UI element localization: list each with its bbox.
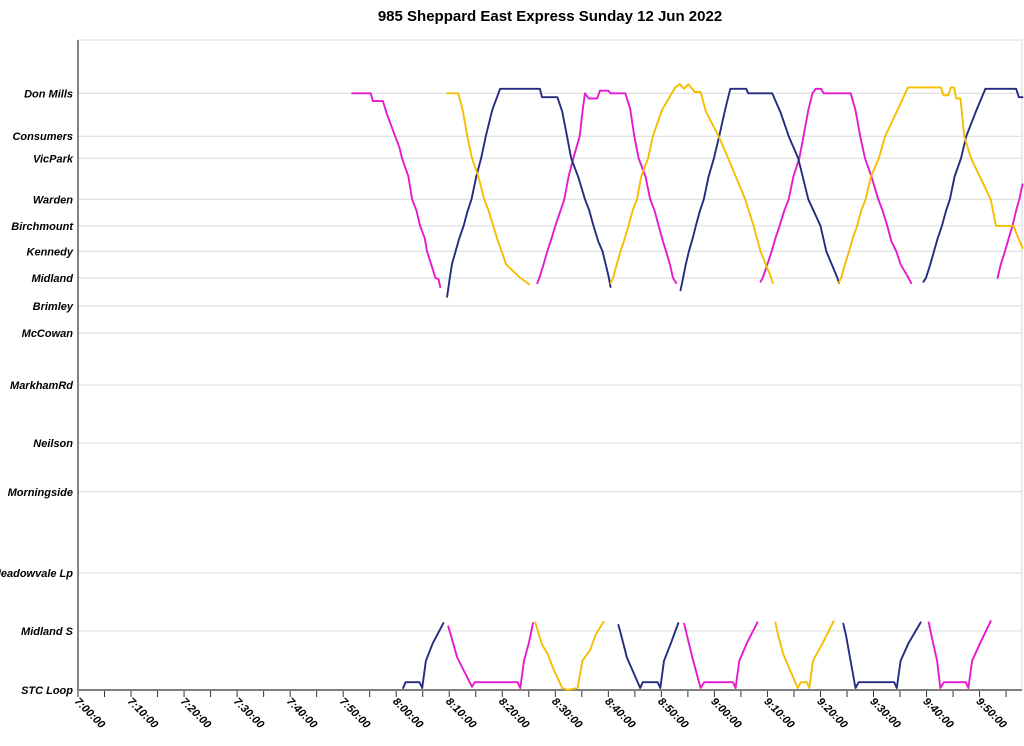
plot-border [78,39,1023,690]
time-label: 9:00:00 [708,696,744,732]
series-bus-magenta-path [351,92,442,288]
time-label: 9:50:00 [973,696,1009,732]
station-label: Consumers [12,131,73,143]
time-label: 8:50:00 [655,696,691,732]
time-label: 7:30:00 [231,696,267,732]
time-label: 7:40:00 [284,696,320,732]
series-bus-orange-path [609,83,774,285]
station-label: Midland S [21,626,74,638]
series-bus-orange-path [534,620,605,691]
time-label: 9:40:00 [920,696,956,732]
series-bus-magenta-path [996,183,1024,279]
series-bus-magenta-path [447,622,534,689]
station-label: VicPark [33,153,74,165]
station-label: Morningside [8,487,73,499]
series-bus-magenta-path [683,621,759,689]
series-bus-orange-path [446,92,531,286]
station-label: Brimley [33,301,74,313]
time-label: 9:20:00 [814,696,850,732]
station-label: STC Loop [21,685,73,697]
station-label: Birchmount [11,221,74,233]
series-bus-navy-path [679,87,840,292]
chart-title: 985 Sheppard East Express Sunday 12 Jun … [377,8,723,25]
time-label: 9:30:00 [867,696,903,732]
time-label: 8:30:00 [549,696,585,732]
station-label: Kennedy [27,246,74,258]
series-bus-navy-path [617,622,680,689]
time-label: 8:10:00 [443,696,479,732]
series-bus-magenta-path [536,89,678,285]
series-bus-navy-path [842,621,922,689]
series-bus-navy-path [402,622,445,689]
time-label: 7:20:00 [178,696,214,732]
station-label: MarkhamRd [10,380,73,392]
series-bus-orange-path [837,86,1024,285]
time-label: 8:00:00 [390,696,426,732]
time-label: 7:10:00 [125,696,161,732]
station-label: Midland [31,273,73,285]
series-bus-navy-path [446,87,612,298]
station-label: Warden [33,194,73,206]
time-label: 9:10:00 [761,696,797,732]
series-bus-magenta-path [759,87,913,285]
time-label: 8:40:00 [602,696,638,732]
series-bus-navy-path [922,87,1024,283]
station-label: Neilson [33,438,73,450]
series-bus-magenta-path [927,620,992,689]
station-label: Meadowvale Lp [0,568,73,580]
station-label: McCowan [22,328,74,340]
series-bus-orange-path [774,620,835,689]
time-label: 7:00:00 [72,696,108,732]
station-label: Don Mills [24,88,73,100]
time-label: 7:50:00 [337,696,373,732]
time-label: 8:20:00 [496,696,532,732]
